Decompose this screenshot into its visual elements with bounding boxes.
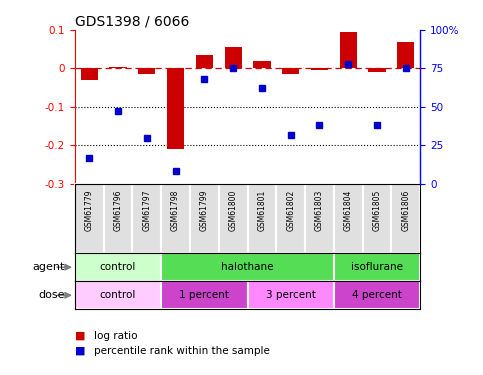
Bar: [247, 184, 276, 253]
Bar: [104, 184, 132, 253]
Text: GSM61800: GSM61800: [228, 189, 238, 231]
Text: GSM61802: GSM61802: [286, 189, 295, 231]
Bar: [109, 66, 127, 68]
Bar: [167, 68, 184, 149]
Text: GSM61806: GSM61806: [401, 189, 411, 231]
Bar: [363, 184, 391, 253]
Text: control: control: [100, 290, 136, 300]
Bar: [81, 68, 98, 80]
Bar: [75, 253, 161, 281]
Text: GSM61803: GSM61803: [315, 189, 324, 231]
Bar: [334, 184, 363, 253]
Bar: [397, 42, 414, 68]
Bar: [391, 184, 420, 253]
Text: 1 percent: 1 percent: [179, 290, 229, 300]
Text: halothane: halothane: [221, 262, 274, 272]
Bar: [138, 68, 156, 74]
Bar: [247, 281, 334, 309]
Text: log ratio: log ratio: [94, 331, 138, 340]
Bar: [334, 253, 420, 281]
Text: GSM61804: GSM61804: [344, 189, 353, 231]
Text: 4 percent: 4 percent: [352, 290, 402, 300]
Text: isoflurane: isoflurane: [351, 262, 403, 272]
Bar: [132, 184, 161, 253]
Bar: [196, 55, 213, 68]
Bar: [161, 253, 334, 281]
Bar: [161, 184, 190, 253]
Text: control: control: [100, 262, 136, 272]
Bar: [190, 184, 219, 253]
Text: ■: ■: [75, 346, 85, 355]
Bar: [225, 47, 242, 68]
Text: dose: dose: [39, 290, 65, 300]
Text: GSM61805: GSM61805: [372, 189, 382, 231]
Text: percentile rank within the sample: percentile rank within the sample: [94, 346, 270, 355]
Text: GSM61801: GSM61801: [257, 189, 267, 231]
Text: GSM61779: GSM61779: [85, 189, 94, 231]
Bar: [369, 68, 385, 72]
Bar: [253, 61, 270, 68]
Text: agent: agent: [33, 262, 65, 272]
Bar: [282, 68, 299, 74]
Bar: [334, 281, 420, 309]
Text: GSM61798: GSM61798: [171, 189, 180, 231]
Bar: [311, 68, 328, 70]
Bar: [340, 32, 357, 68]
Bar: [161, 281, 247, 309]
Bar: [276, 184, 305, 253]
Bar: [219, 184, 247, 253]
Text: GSM61799: GSM61799: [200, 189, 209, 231]
Bar: [75, 281, 161, 309]
Text: GSM61796: GSM61796: [114, 189, 123, 231]
Bar: [75, 184, 104, 253]
Bar: [305, 184, 334, 253]
Text: GDS1398 / 6066: GDS1398 / 6066: [75, 15, 189, 29]
Text: ■: ■: [75, 331, 85, 340]
Text: 3 percent: 3 percent: [266, 290, 316, 300]
Text: GSM61797: GSM61797: [142, 189, 151, 231]
